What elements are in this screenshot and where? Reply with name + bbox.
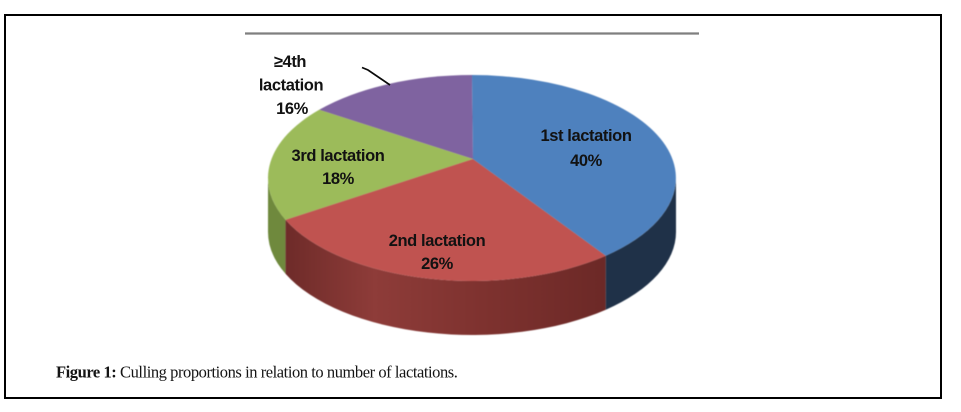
- svg-text:26%: 26%: [421, 255, 454, 273]
- svg-text:18%: 18%: [322, 170, 355, 188]
- svg-text:16%: 16%: [276, 100, 309, 118]
- svg-text:1st lactation: 1st lactation: [540, 127, 631, 145]
- svg-text:40%: 40%: [570, 152, 603, 170]
- svg-text:3rd lactation: 3rd lactation: [292, 147, 385, 165]
- svg-text:≥4th: ≥4th: [274, 53, 307, 71]
- svg-text:Figure 1: Culling proportions: Figure 1: Culling proportions in relatio…: [56, 363, 458, 382]
- svg-text:2nd lactation: 2nd lactation: [389, 232, 486, 250]
- svg-text:lactation: lactation: [259, 77, 324, 95]
